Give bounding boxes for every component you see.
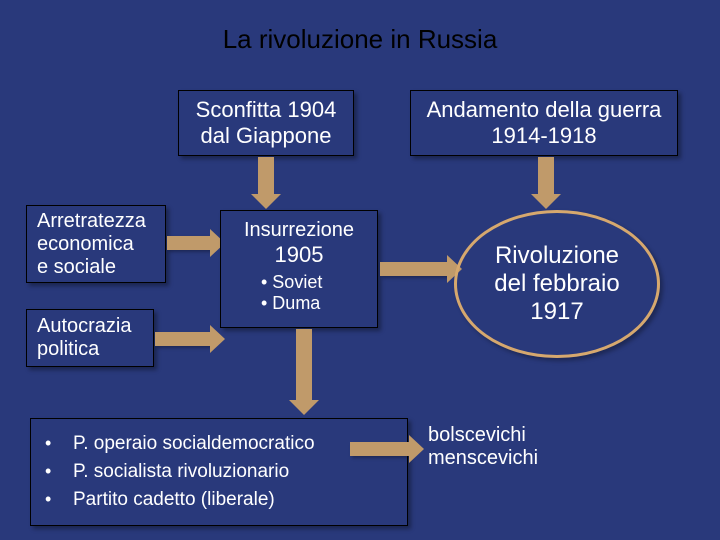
box-parties: P. operaio socialdemocratico P. socialis…	[30, 418, 408, 526]
text: Andamento della guerra	[427, 97, 662, 123]
text: 1914-1918	[427, 123, 662, 149]
arrow-right	[155, 332, 211, 346]
text: Autocrazia	[37, 315, 132, 338]
arrow-right	[350, 442, 410, 456]
list-item: P. socialista rivoluzionario	[45, 461, 315, 483]
text: 1917	[494, 298, 619, 326]
slide-title: La rivoluzione in Russia	[0, 24, 720, 55]
box-sconfitta: Sconfitta 1904 dal Giappone	[178, 90, 354, 156]
text: Sconfitta 1904	[196, 97, 337, 123]
text: Rivoluzione	[494, 242, 619, 270]
arrow-down	[296, 329, 312, 401]
text: economica	[37, 233, 146, 256]
box-andamento: Andamento della guerra 1914-1918	[410, 90, 678, 156]
arrow-down	[258, 157, 274, 195]
text: Insurrezione	[244, 219, 354, 242]
box-arretratezza: Arretratezza economica e sociale	[26, 205, 166, 283]
arrow-right	[167, 236, 211, 250]
text: • Duma	[261, 293, 367, 314]
arrow-right	[380, 262, 448, 276]
list-item: P. operaio socialdemocratico	[45, 433, 315, 455]
parties-list: P. operaio socialdemocratico P. socialis…	[45, 427, 315, 517]
text: politica	[37, 338, 132, 361]
text: e sociale	[37, 256, 146, 279]
text: Arretratezza	[37, 210, 146, 233]
list-item: Partito cadetto (liberale)	[45, 489, 315, 511]
box-autocrazia: Autocrazia politica	[26, 309, 154, 367]
text: • Soviet	[261, 272, 367, 293]
text: del febbraio	[494, 270, 619, 298]
text: bolscevichi	[428, 424, 538, 447]
split-labels: bolscevichi menscevichi	[428, 424, 538, 470]
box-insurrezione: Insurrezione 1905 • Soviet • Duma	[220, 210, 378, 328]
text: dal Giappone	[196, 123, 337, 149]
text: 1905	[275, 242, 324, 268]
text: menscevichi	[428, 447, 538, 470]
ellipse-rivoluzione: Rivoluzione del febbraio 1917	[454, 210, 660, 358]
arrow-down	[538, 157, 554, 195]
